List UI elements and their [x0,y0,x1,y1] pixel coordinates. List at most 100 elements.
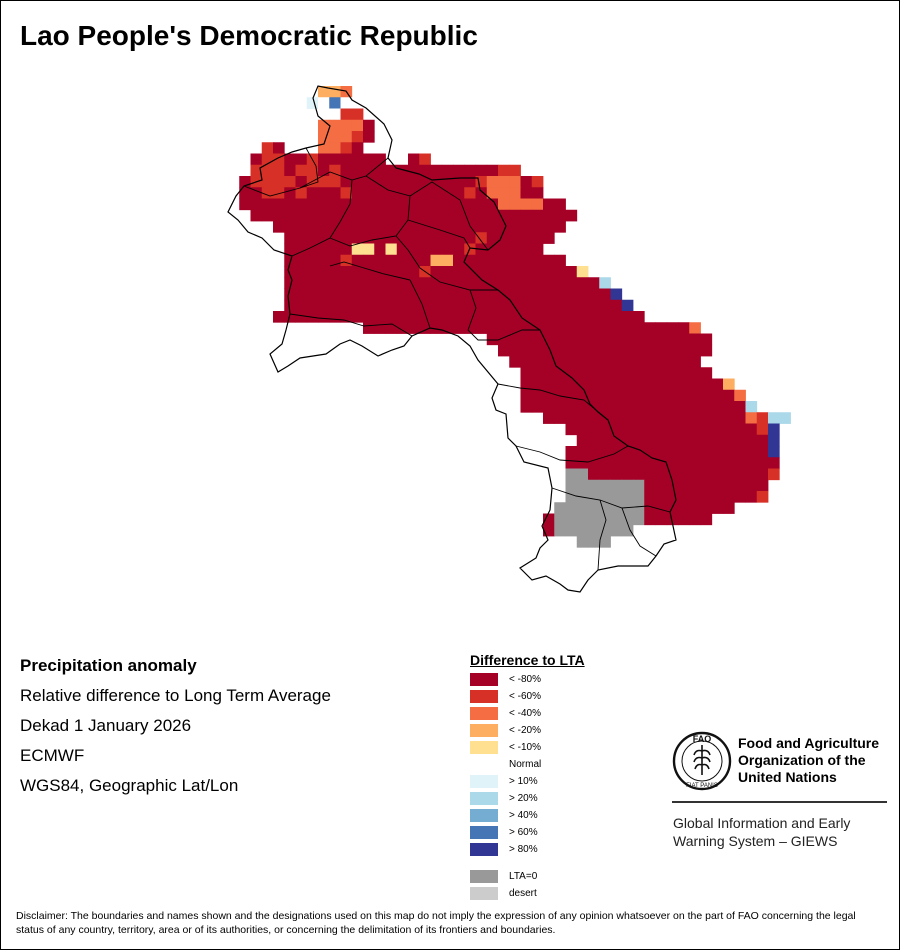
anomaly-cell [295,299,308,312]
legend: Difference to LTA < -80% < -60% < -40% < -2… [470,652,585,902]
anomaly-cell [565,378,578,391]
anomaly-cell [678,322,690,334]
anomaly-cell [700,401,713,413]
anomaly-cell [441,254,454,267]
anomaly-cell [363,221,375,233]
anomaly-cell [689,356,701,368]
anomaly-cell [419,232,431,244]
anomaly-cell [734,446,746,458]
anomaly-cell [745,446,758,458]
anomaly-cell [745,468,758,481]
anomaly-cell [475,209,488,222]
anomaly-cell [284,299,296,312]
anomaly-cell [565,288,578,301]
anomaly-cell [689,389,701,402]
anomaly-cell [295,187,308,199]
anomaly-cell [678,513,690,526]
anomaly-cell [531,209,544,222]
anomaly-cell [385,254,398,267]
legend-class-swatch [470,673,498,686]
anomaly-cell [734,434,746,447]
anomaly-cell [385,187,398,199]
anomaly-cell [329,142,341,154]
anomaly-cell [610,423,623,436]
anomaly-cell [543,524,555,537]
anomaly-cell [633,446,645,458]
anomaly-cell [486,221,499,233]
anomaly-cell [351,299,364,312]
anomaly-cell [374,209,386,222]
anomaly-cell [453,288,465,301]
anomaly-cell [475,311,488,323]
anomaly-cell [711,502,724,514]
anomaly-cell [644,344,656,357]
anomaly-cell [531,254,544,267]
anomaly-cell [295,243,308,256]
anomaly-cell [655,457,668,469]
anomaly-cell [531,356,544,368]
anomaly-cell [621,344,634,357]
anomaly-cell [599,333,611,346]
legend-class-label: > 60% [509,827,538,838]
anomaly-cell [678,367,690,379]
anomaly-cell [306,243,319,256]
legend-class-label: < -20% [509,725,541,736]
anomaly-cell [430,243,443,256]
anomaly-cell [599,479,611,492]
anomaly-cell [700,378,713,391]
anomaly-cell [396,254,409,267]
anomaly-cell [464,288,476,301]
anomaly-cell [745,434,758,447]
anomaly-cell [340,142,353,154]
anomaly-cell [599,277,611,289]
anomaly-cell [633,401,645,413]
legend-extra-row: LTA=0 [470,868,585,885]
anomaly-cell [329,221,341,233]
anomaly-cell [621,434,634,447]
anomaly-cell [453,311,465,323]
anomaly-cell [644,446,656,458]
anomaly-cell [520,378,533,391]
anomaly-cell [655,434,668,447]
anomaly-cell [655,513,668,526]
anomaly-cell [318,221,330,233]
anomaly-cell [565,502,578,514]
anomaly-cell [531,401,544,413]
anomaly-cell [419,187,431,199]
anomaly-cell [588,322,600,334]
anomaly-cell [610,502,623,514]
anomaly-cell [565,524,578,537]
anomaly-cell [284,232,296,244]
anomaly-cell [644,457,656,469]
anomaly-cell [543,333,555,346]
anomaly-cell [565,333,578,346]
anomaly-cell [340,299,353,312]
anomaly-cell [329,209,341,222]
org-name-line1: Food and Agriculture [738,735,880,751]
anomaly-cell [408,221,420,233]
province-boundaries [243,147,671,571]
anomaly-cell [486,232,499,244]
anomaly-cell [588,401,600,413]
anomaly-cell [430,176,443,188]
legend-class-row: < -40% [470,705,585,722]
anomaly-cell [644,401,656,413]
legend-extra-row: desert [470,885,585,902]
legend-class-row: > 10% [470,773,585,790]
legend-class-swatch [470,724,498,737]
anomaly-cell [700,446,713,458]
org-name-line2: Organization of the [738,752,866,768]
anomaly-cell [509,344,521,357]
anomaly-cell [610,446,623,458]
anomaly-cell [655,322,668,334]
legend-class-swatch [470,843,498,856]
anomaly-cell [430,198,443,211]
anomaly-cell [419,221,431,233]
anomaly-cell [610,468,623,481]
anomaly-cell [723,491,735,503]
anomaly-cell [464,311,476,323]
anomaly-cell [588,524,600,537]
anomaly-cell [520,322,533,334]
anomaly-cell [565,457,578,469]
legend-class-label: Normal [509,759,542,770]
